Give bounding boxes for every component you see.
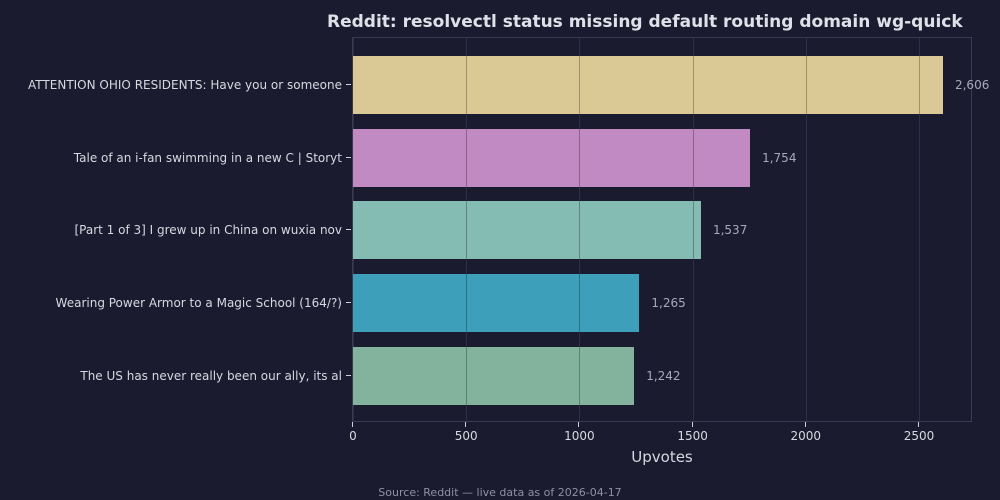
gridline-overlay: [579, 274, 581, 332]
gridline-overlay: [805, 56, 807, 114]
gridline: [805, 38, 807, 421]
gridline-overlay: [466, 274, 468, 332]
gridline-overlay: [692, 56, 694, 114]
x-tick: [465, 422, 467, 427]
gridline-overlay: [579, 201, 581, 259]
y-tick: [346, 302, 351, 303]
source-note: Source: Reddit — live data as of 2026-04…: [378, 486, 622, 499]
bar-value-label: 1,242: [646, 369, 681, 383]
y-tick: [346, 375, 351, 376]
y-tick-label: Tale of an i-fan swimming in a new C | S…: [73, 151, 342, 165]
chart-title: Reddit: resolvectl status missing defaul…: [327, 12, 963, 32]
y-tick-label: [Part 1 of 3] I grew up in China on wuxi…: [74, 223, 342, 237]
x-tick: [691, 422, 693, 427]
bar[interactable]: [353, 347, 635, 405]
plot-area: 2,606 1,754 1,537 1,265 1,242: [352, 37, 989, 422]
bar[interactable]: [353, 129, 751, 187]
bar-value-label: 1,754: [762, 151, 797, 165]
bar[interactable]: [353, 56, 943, 114]
gridline-overlay: [579, 347, 581, 405]
x-tick-label: 500: [454, 429, 478, 443]
bar-value-label: 2,606: [954, 78, 990, 92]
y-tick: [346, 84, 351, 85]
y-tick-label: ATTENTION OHIO RESIDENTS: Have you or so…: [28, 78, 342, 92]
x-tick-label: 0: [349, 429, 357, 443]
y-tick-label: The US has never really been our ally, i…: [80, 369, 342, 383]
gridline-overlay: [466, 129, 468, 187]
gridline: [919, 38, 920, 421]
bar-value-label: 1,537: [712, 223, 748, 237]
gridline-overlay: [579, 129, 581, 187]
x-tick: [804, 422, 806, 427]
gridline-overlay: [692, 201, 694, 259]
gridline-overlay: [466, 201, 468, 259]
gridline-overlay: [692, 129, 694, 187]
x-axis-label: Upvotes: [631, 448, 693, 466]
y-tick-label: Wearing Power Armor to a Magic School (1…: [55, 296, 342, 310]
bar-value-label: 1,265: [651, 296, 686, 310]
x-tick: [352, 422, 353, 427]
gridline-overlay: [466, 56, 468, 114]
gridline-overlay: [466, 347, 468, 405]
y-tick: [346, 157, 351, 158]
bar[interactable]: [353, 201, 701, 259]
x-tick-label: 2500: [903, 429, 935, 443]
x-tick-label: 1500: [677, 429, 708, 443]
x-tick-label: 1000: [564, 429, 595, 443]
y-tick: [346, 229, 351, 230]
bar[interactable]: [353, 274, 640, 332]
x-tick-label: 2000: [790, 429, 822, 443]
gridline-overlay: [579, 56, 581, 114]
x-tick: [918, 422, 919, 427]
gridline-overlay: [919, 56, 920, 114]
x-tick: [578, 422, 580, 427]
